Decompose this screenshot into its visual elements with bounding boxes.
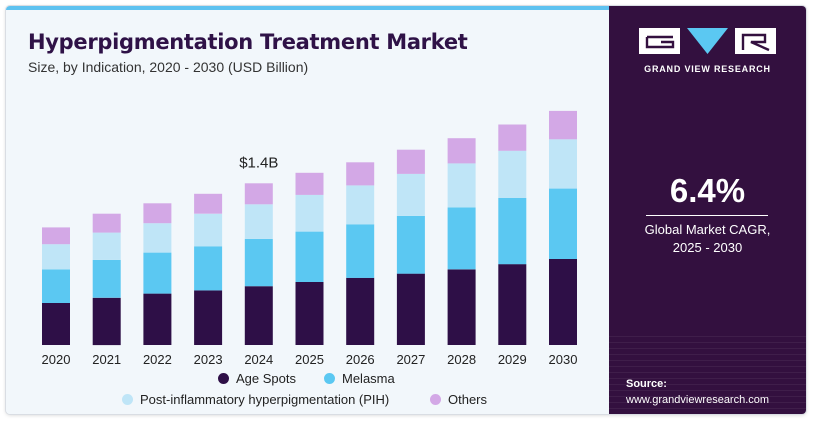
- x-tick-label: 2030: [549, 352, 578, 367]
- chart-card: Hyperpigmentation Treatment Market Size,…: [6, 6, 806, 414]
- bar-segment-2021-2: [92, 259, 121, 298]
- bar-segment-2021-4: [92, 213, 121, 233]
- cagr-value: 6.4%: [669, 172, 746, 209]
- bar-segment-2020-3: [42, 244, 70, 270]
- x-tick-label: 2024: [244, 352, 273, 367]
- bar-segment-2022-3: [143, 223, 172, 253]
- bar-segment-2025-1: [295, 282, 324, 345]
- bar-segment-2025-4: [295, 172, 324, 195]
- x-tick-label: 2026: [346, 352, 375, 367]
- chart-title: Hyperpigmentation Treatment Market: [28, 30, 468, 54]
- legend-swatch: [122, 394, 133, 405]
- bar-segment-2026-2: [346, 224, 375, 278]
- chart-subtitle: Size, by Indication, 2020 - 2030 (USD Bi…: [28, 59, 309, 75]
- bar-segment-2029-1: [498, 264, 527, 345]
- cagr-label: Global Market CAGR, 2025 - 2030: [609, 221, 806, 257]
- bar-segment-2029-4: [498, 124, 527, 151]
- bar-segment-2022-4: [143, 203, 172, 224]
- bar-segment-2029-3: [498, 150, 527, 198]
- x-tick-label: 2029: [498, 352, 527, 367]
- x-tick-label: 2028: [447, 352, 476, 367]
- grand-view-research-logo: [639, 28, 776, 54]
- bar-segment-2023-2: [194, 246, 223, 291]
- legend-label: Melasma: [342, 371, 395, 386]
- legend-item-melasma: Melasma: [324, 371, 395, 386]
- legend-label: Post-inflammatory hyperpigmentation (PIH…: [140, 392, 390, 407]
- bar-segment-2023-3: [194, 213, 223, 247]
- bar-segment-2022-1: [143, 293, 172, 345]
- bar-segment-2025-2: [295, 231, 324, 282]
- cagr-label-line2: 2025 - 2030: [672, 240, 743, 255]
- value-annotation: $1.4B: [239, 154, 278, 171]
- legend-label: Others: [448, 392, 488, 407]
- bar-segment-2023-4: [194, 193, 223, 214]
- bar-segment-2027-2: [396, 215, 425, 274]
- bar-segment-2021-3: [92, 232, 121, 260]
- cagr-label-line1: Global Market CAGR,: [644, 222, 771, 237]
- legend-label: Age Spots: [236, 371, 296, 386]
- chart-panel: Hyperpigmentation Treatment Market Size,…: [6, 6, 609, 414]
- x-tick-label: 2027: [396, 352, 425, 367]
- bar-segment-2026-3: [346, 185, 375, 225]
- bar-segment-2025-3: [295, 194, 324, 232]
- side-panel: GRAND VIEW RESEARCH 6.4% Global Market C…: [609, 6, 806, 414]
- bar-segment-2024-1: [244, 286, 273, 345]
- legend-swatch: [324, 373, 335, 384]
- bar-segment-2024-4: [244, 183, 273, 205]
- bar-segment-2020-1: [42, 303, 70, 345]
- bar-segment-2022-2: [143, 252, 172, 294]
- bar-segment-2028-3: [447, 163, 476, 208]
- x-tick-label: 2025: [295, 352, 324, 367]
- bar-segment-2024-3: [244, 204, 273, 239]
- brand-name: GRAND VIEW RESEARCH: [644, 64, 771, 74]
- x-tick-label: 2023: [194, 352, 223, 367]
- bar-segment-2028-4: [447, 138, 476, 164]
- accent-line: [6, 6, 609, 10]
- bar-segment-2030-1: [549, 258, 577, 345]
- cagr-divider: [646, 215, 768, 216]
- source-url[interactable]: www.grandviewresearch.com: [626, 394, 770, 406]
- bar-segment-2027-1: [396, 273, 425, 345]
- decorative-lines: [609, 336, 806, 414]
- bar-segment-2030-3: [549, 139, 577, 189]
- bar-segment-2023-1: [194, 290, 223, 345]
- bar-segment-2030-4: [549, 110, 577, 140]
- bar-segment-2027-4: [396, 149, 425, 174]
- bar-segment-2026-1: [346, 277, 375, 345]
- legend-item-pih: Post-inflammatory hyperpigmentation (PIH…: [122, 392, 389, 407]
- bar-segment-2020-2: [42, 269, 70, 303]
- x-tick-label: 2021: [92, 352, 121, 367]
- legend-item-age-spots: Age Spots: [218, 371, 296, 386]
- legend-swatch: [430, 394, 441, 405]
- bar-segment-2024-2: [244, 238, 273, 287]
- source-label: Source:: [626, 378, 667, 390]
- bar-segment-2021-1: [92, 297, 121, 346]
- bar-segment-2020-4: [42, 227, 70, 245]
- bar-segment-2028-2: [447, 207, 476, 270]
- x-tick-label: 2022: [143, 352, 172, 367]
- bar-segment-2030-2: [549, 188, 577, 259]
- bar-segment-2027-3: [396, 173, 425, 216]
- bar-segment-2026-4: [346, 162, 375, 186]
- x-tick-label: 2020: [42, 352, 71, 367]
- legend-swatch: [218, 373, 229, 384]
- bar-chart: 2020 2021 2022 2023 2024 $1.4B 2025 2026 2027 202…: [42, 110, 578, 367]
- bar-segment-2028-1: [447, 269, 476, 345]
- legend-item-others: Others: [430, 392, 487, 407]
- bar-segment-2029-2: [498, 198, 527, 265]
